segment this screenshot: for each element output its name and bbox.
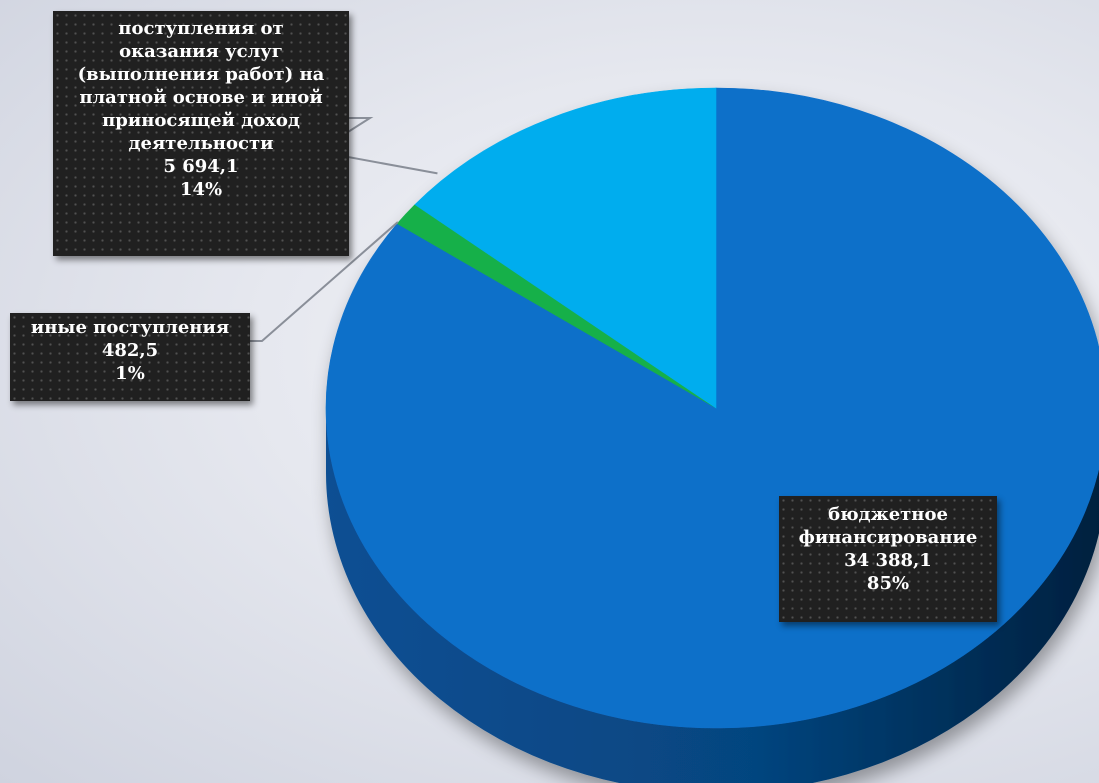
data-label-paid-services-line: приносящей доход (102, 110, 300, 131)
data-label-budget-funding-value: 34 388,1 (844, 550, 932, 571)
data-label-paid-services: поступления от оказания услуг (выполнени… (53, 11, 349, 256)
data-label-other-income: иные поступления 482,5 1% (10, 313, 250, 401)
pie-side-wall (326, 408, 1099, 783)
data-label-other-income-line: иные поступления (30, 317, 230, 338)
data-label-paid-services-line: поступления от (118, 18, 284, 39)
pie-slice-paid-services (414, 87, 717, 409)
data-label-budget-funding-line: бюджетное (828, 504, 948, 525)
data-label-paid-services-line: деятельности (128, 133, 274, 154)
data-label-paid-services-percent: 14% (179, 179, 223, 200)
leader-line-other-income (250, 221, 399, 342)
data-label-budget-funding: бюджетное финансирование 34 388,1 85% (779, 496, 997, 622)
data-label-paid-services-line: (выполнения работ) на (77, 64, 325, 85)
pie-body (325, 87, 1099, 783)
data-label-paid-services-line: оказания услуг (119, 41, 283, 62)
data-label-budget-funding-line: финансирование (798, 527, 978, 548)
data-label-other-income-percent: 1% (115, 363, 145, 384)
data-label-paid-services-line: платной основе и иной (79, 87, 323, 108)
data-label-other-income-value: 482,5 (101, 340, 159, 361)
data-label-paid-services-value: 5 694,1 (163, 156, 239, 177)
data-label-budget-funding-percent: 85% (866, 573, 910, 594)
